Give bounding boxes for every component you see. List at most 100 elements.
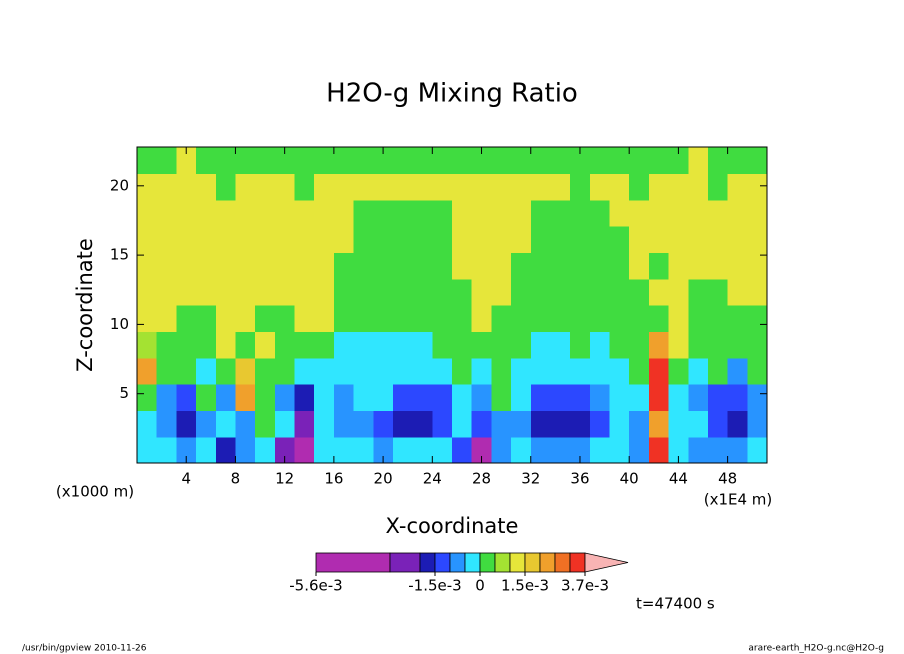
field-cell bbox=[392, 252, 414, 280]
x-tick-label: 32 bbox=[521, 470, 540, 488]
field-cell bbox=[452, 357, 473, 385]
field-cell bbox=[648, 252, 670, 280]
field-cell bbox=[688, 410, 709, 438]
field-cell bbox=[373, 436, 394, 464]
footer-left: /usr/bin/gpview 2010-11-26 bbox=[22, 644, 147, 654]
field-cell bbox=[353, 384, 374, 411]
field-cell bbox=[471, 173, 492, 201]
field-cell bbox=[589, 436, 611, 464]
x-unit-right: (x1E4 m) bbox=[704, 491, 773, 509]
time-label: t=47400 s bbox=[636, 595, 715, 613]
field-cell bbox=[609, 199, 630, 227]
field-cell bbox=[471, 305, 492, 332]
field-cell bbox=[688, 278, 709, 306]
field-cell bbox=[255, 173, 276, 201]
field-cell bbox=[629, 252, 650, 280]
field-cell bbox=[373, 226, 394, 253]
field-cell bbox=[392, 436, 414, 464]
field-cell bbox=[570, 357, 591, 385]
field-cell bbox=[550, 331, 571, 359]
field-cell bbox=[235, 410, 256, 438]
x-tick-label: 12 bbox=[275, 470, 294, 488]
field-cell bbox=[471, 252, 492, 280]
field-cell bbox=[215, 173, 237, 201]
field-cell bbox=[196, 278, 217, 306]
field-cell bbox=[412, 410, 433, 438]
field-cell bbox=[570, 252, 591, 280]
colorbar-label: 0 bbox=[475, 577, 485, 595]
field-cell bbox=[333, 436, 355, 464]
field-cell bbox=[589, 384, 611, 411]
field-cell bbox=[648, 305, 670, 332]
field-cell bbox=[589, 147, 611, 174]
field-cell bbox=[412, 357, 433, 385]
field-cell bbox=[530, 173, 552, 201]
field-cell bbox=[274, 147, 296, 174]
field-cell bbox=[648, 147, 670, 174]
field-cell bbox=[471, 199, 492, 227]
field-cell bbox=[333, 357, 355, 385]
field-cell bbox=[196, 357, 217, 385]
field-cell bbox=[570, 147, 591, 174]
field-cell bbox=[373, 278, 394, 306]
field-cell bbox=[452, 384, 473, 411]
field-cell bbox=[648, 436, 670, 464]
field-cell bbox=[747, 436, 768, 464]
field-cell bbox=[432, 410, 453, 438]
field-cell bbox=[176, 357, 197, 385]
field-cell bbox=[353, 410, 374, 438]
field-cell bbox=[274, 278, 296, 306]
field-cell bbox=[412, 384, 433, 411]
field-cell bbox=[215, 436, 237, 464]
field-cell bbox=[688, 173, 709, 201]
field-cell bbox=[137, 384, 158, 411]
field-cell bbox=[727, 226, 748, 253]
field-cell bbox=[215, 252, 237, 280]
colorbar: -5.6e-3 -1.5e-3 0 1.5e-3 3.7e-3 bbox=[289, 552, 629, 595]
chart-title: H2O-g Mixing Ratio bbox=[326, 79, 578, 109]
field-cell bbox=[629, 278, 650, 306]
field-cell bbox=[176, 305, 197, 332]
field-cell bbox=[235, 331, 256, 359]
field-cell bbox=[373, 357, 394, 385]
colorbar-box bbox=[509, 552, 526, 573]
plot-frame bbox=[136, 146, 768, 464]
field-cell bbox=[727, 147, 748, 174]
field-cell bbox=[196, 252, 217, 280]
field-cell bbox=[550, 436, 571, 464]
field-cell bbox=[255, 331, 276, 359]
field-cell bbox=[471, 436, 492, 464]
field-cell bbox=[530, 278, 552, 306]
field-cell bbox=[550, 410, 571, 438]
field-cell bbox=[333, 384, 355, 411]
field-cell bbox=[688, 384, 709, 411]
field-cell bbox=[727, 278, 748, 306]
field-cell bbox=[156, 199, 177, 227]
x-tick-label: 4 bbox=[181, 470, 191, 488]
field-cell bbox=[137, 252, 158, 280]
field-cell bbox=[215, 410, 237, 438]
field-cell bbox=[668, 252, 689, 280]
field-cell bbox=[530, 226, 552, 253]
field-cell bbox=[373, 410, 394, 438]
field-cell bbox=[530, 199, 552, 227]
field-cell bbox=[471, 410, 492, 438]
field-cell bbox=[530, 147, 552, 174]
field-cell bbox=[570, 173, 591, 201]
field-cell bbox=[314, 305, 335, 332]
field-cell bbox=[530, 410, 552, 438]
field-cell bbox=[432, 357, 453, 385]
field-cell bbox=[314, 331, 335, 359]
x-axis-label: X-coordinate bbox=[386, 514, 519, 538]
field-cell bbox=[609, 278, 630, 306]
colorbar-box bbox=[524, 552, 541, 573]
field-cell bbox=[491, 278, 512, 306]
y-tick-label: 15 bbox=[110, 246, 129, 264]
field-cell bbox=[609, 173, 630, 201]
field-cell bbox=[688, 436, 709, 464]
field-cell bbox=[373, 199, 394, 227]
field-cell bbox=[707, 252, 729, 280]
colorbar-box bbox=[449, 552, 466, 573]
field-cell bbox=[452, 252, 473, 280]
field-cell bbox=[550, 226, 571, 253]
